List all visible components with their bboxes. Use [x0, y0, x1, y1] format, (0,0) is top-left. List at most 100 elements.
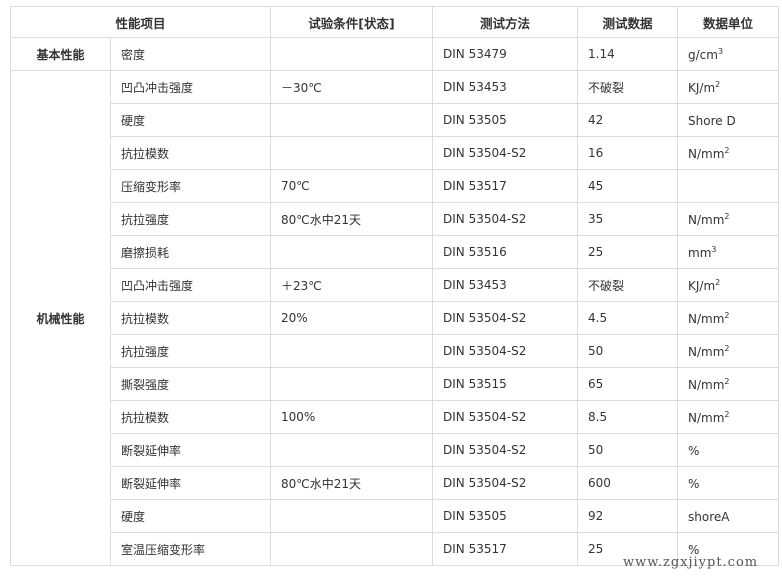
table-row: 抗拉模数 100% DIN 53504-S2 8.5 N/mm2	[11, 400, 780, 434]
method-cell: DIN 53504-S2	[432, 334, 579, 368]
condition-cell	[270, 334, 434, 368]
value-cell: 50	[577, 433, 679, 467]
table-row: 抗拉模数 20% DIN 53504-S2 4.5 N/mm2	[11, 301, 780, 335]
unit-cell: N/mm2	[677, 367, 780, 401]
unit-superscript: 2	[724, 376, 730, 386]
unit-superscript: 2	[724, 409, 730, 419]
method-cell: DIN 53504-S2	[432, 433, 579, 467]
header-value: 测试数据	[577, 6, 679, 38]
unit-cell: N/mm2	[677, 400, 780, 434]
value-cell: 8.5	[577, 400, 679, 434]
unit-superscript: 2	[724, 211, 730, 221]
method-cell: DIN 53504-S2	[432, 466, 579, 500]
method-cell: DIN 53479	[432, 37, 579, 71]
method-cell: DIN 53515	[432, 367, 579, 401]
value-cell: 16	[577, 136, 679, 170]
unit-text: %	[688, 443, 700, 458]
method-cell: DIN 53453	[432, 268, 579, 302]
unit-superscript: 2	[715, 79, 721, 89]
method-cell: DIN 53504-S2	[432, 202, 579, 236]
value-cell: 600	[577, 466, 679, 500]
item-cell: 硬度	[109, 103, 272, 137]
condition-cell	[270, 37, 434, 71]
unit-superscript: 3	[717, 46, 724, 56]
header-condition: 试验条件[状态]	[270, 6, 434, 38]
item-cell: 抗拉模数	[109, 400, 272, 434]
method-cell: DIN 53516	[432, 235, 579, 269]
value-cell: 不破裂	[577, 268, 679, 302]
item-cell: 凹凸冲击强度	[109, 70, 272, 104]
value-cell: 42	[577, 103, 679, 137]
table-row: 凹凸冲击强度 ＋23℃ DIN 53453 不破裂 KJ/m2	[11, 268, 780, 302]
unit-text: N/mm	[688, 344, 725, 359]
unit-cell: Shore D	[677, 103, 780, 137]
item-cell: 硬度	[109, 499, 272, 533]
method-cell: DIN 53504-S2	[432, 136, 579, 170]
unit-cell: %	[677, 433, 780, 467]
unit-text: N/mm	[688, 311, 725, 326]
condition-cell	[270, 136, 434, 170]
value-cell: 92	[577, 499, 679, 533]
method-cell: DIN 53505	[432, 103, 579, 137]
unit-cell: N/mm2	[677, 334, 780, 368]
unit-text: Shore D	[688, 113, 736, 128]
condition-cell: 100%	[270, 400, 434, 434]
item-cell: 断裂延伸率	[109, 466, 272, 500]
category-cell: 机械性能	[10, 70, 111, 566]
unit-cell: N/mm2	[677, 202, 780, 236]
unit-cell: KJ/m2	[677, 268, 780, 302]
unit-superscript: 2	[724, 145, 730, 155]
item-cell: 磨擦损耗	[109, 235, 272, 269]
table-row: 基本性能 密度 DIN 53479 1.14 g/cm3	[10, 37, 780, 71]
unit-text: KJ/m	[688, 278, 716, 293]
condition-cell	[270, 367, 434, 401]
header-unit: 数据单位	[677, 6, 780, 38]
properties-table: 性能项目 试验条件[状态] 测试方法 测试数据 数据单位 基本性能 密度 DIN 5…	[9, 6, 780, 566]
item-cell: 断裂延伸率	[109, 433, 272, 467]
condition-cell	[270, 433, 434, 467]
table-row: 抗拉强度 80℃水中21天 DIN 53504-S2 35 N/mm2	[11, 202, 780, 236]
item-cell: 压缩变形率	[109, 169, 272, 203]
table-row: 压缩变形率 70℃ DIN 53517 45	[11, 169, 780, 203]
item-cell: 抗拉强度	[109, 202, 272, 236]
method-cell: DIN 53504-S2	[432, 301, 579, 335]
value-cell: 不破裂	[577, 70, 679, 104]
category-cell: 基本性能	[10, 37, 111, 71]
value-cell: 25	[577, 532, 679, 566]
table-row: 断裂延伸率 80℃水中21天 DIN 53504-S2 600%	[11, 466, 780, 500]
header-item: 性能项目	[9, 6, 272, 38]
header-method: 测试方法	[432, 6, 579, 38]
item-cell: 撕裂强度	[109, 367, 272, 401]
item-cell: 室温压缩变形率	[109, 532, 272, 566]
unit-text: N/mm	[688, 377, 725, 392]
unit-text: shoreA	[688, 509, 730, 524]
value-cell: 50	[577, 334, 679, 368]
value-cell: 65	[577, 367, 679, 401]
unit-cell: %	[677, 466, 780, 500]
unit-text: %	[688, 476, 700, 491]
method-cell: DIN 53517	[432, 532, 579, 566]
condition-cell: －30℃	[270, 70, 434, 104]
value-cell: 25	[577, 235, 679, 269]
table-row: 抗拉模数 DIN 53504-S2 16 N/mm2	[11, 136, 780, 170]
table-row: 磨擦损耗 DIN 53516 25 mm3	[11, 235, 780, 269]
unit-text: %	[688, 542, 700, 557]
table-row: 硬度 DIN 53505 92 shoreA	[11, 499, 780, 533]
item-cell: 抗拉模数	[109, 136, 272, 170]
watermark: www.zgxjiypt.com	[623, 555, 759, 570]
unit-cell: KJ/m2	[677, 70, 780, 104]
unit-text: N/mm	[688, 146, 725, 161]
unit-cell	[677, 169, 780, 203]
condition-cell	[270, 235, 434, 269]
condition-cell: 80℃水中21天	[270, 466, 434, 500]
unit-text: N/mm	[688, 212, 725, 227]
unit-superscript: 2	[724, 343, 730, 353]
unit-text: KJ/m	[688, 80, 716, 95]
table-row: 撕裂强度 DIN 53515 65 N/mm2	[11, 367, 780, 401]
unit-text: N/mm	[688, 410, 725, 425]
condition-cell: ＋23℃	[270, 268, 434, 302]
method-cell: DIN 53517	[432, 169, 579, 203]
method-cell: DIN 53453	[432, 70, 579, 104]
unit-text: mm	[688, 245, 712, 260]
unit-cell: shoreA	[677, 499, 780, 533]
